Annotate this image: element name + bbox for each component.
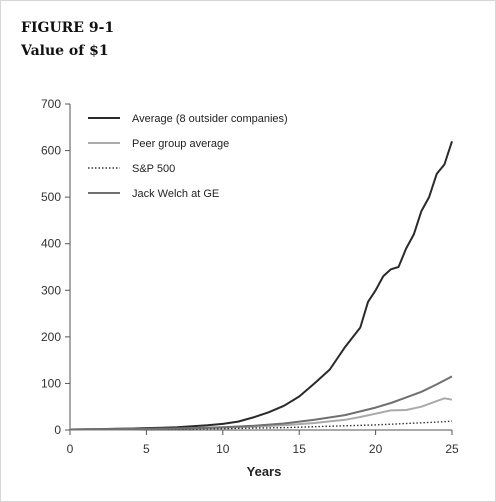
figure-title: Value of $1 (21, 43, 109, 59)
y-tick-label: 700 (41, 97, 61, 111)
y-tick-label: 600 (41, 144, 61, 158)
legend-label-2: Peer group average (132, 138, 229, 150)
x-tick-label: 0 (67, 442, 74, 456)
y-tick-label: 300 (41, 283, 61, 297)
legend-label-1: Average (8 outsider companies) (132, 113, 288, 125)
x-tick-label: 5 (143, 442, 150, 456)
x-tick-label: 10 (216, 442, 230, 456)
x-tick-label: 20 (369, 442, 383, 456)
x-tick-label: 15 (293, 442, 307, 456)
chart-legend: Average (8 outsider companies) Peer group… (88, 113, 288, 200)
figure-number: FIGURE 9-1 (21, 20, 115, 36)
y-tick-label: 400 (41, 237, 61, 251)
series-line-1 (69, 140, 453, 431)
chart-series (69, 140, 453, 431)
series-line-4 (69, 375, 453, 431)
chart-axes (69, 104, 452, 431)
y-tick-label: 100 (41, 376, 61, 390)
legend-label-3: S&P 500 (132, 163, 175, 175)
y-tick-label: 200 (41, 330, 61, 344)
x-axis-title: Years (247, 464, 282, 479)
legend-label-4: Jack Welch at GE (132, 188, 219, 200)
y-tick-label: 0 (54, 423, 61, 437)
y-tick-label: 500 (41, 190, 61, 204)
x-tick-label: 25 (445, 442, 459, 456)
chart-ticks: 0 100 200 300 400 500 600 700 0 5 10 15 20 25 (41, 97, 459, 456)
